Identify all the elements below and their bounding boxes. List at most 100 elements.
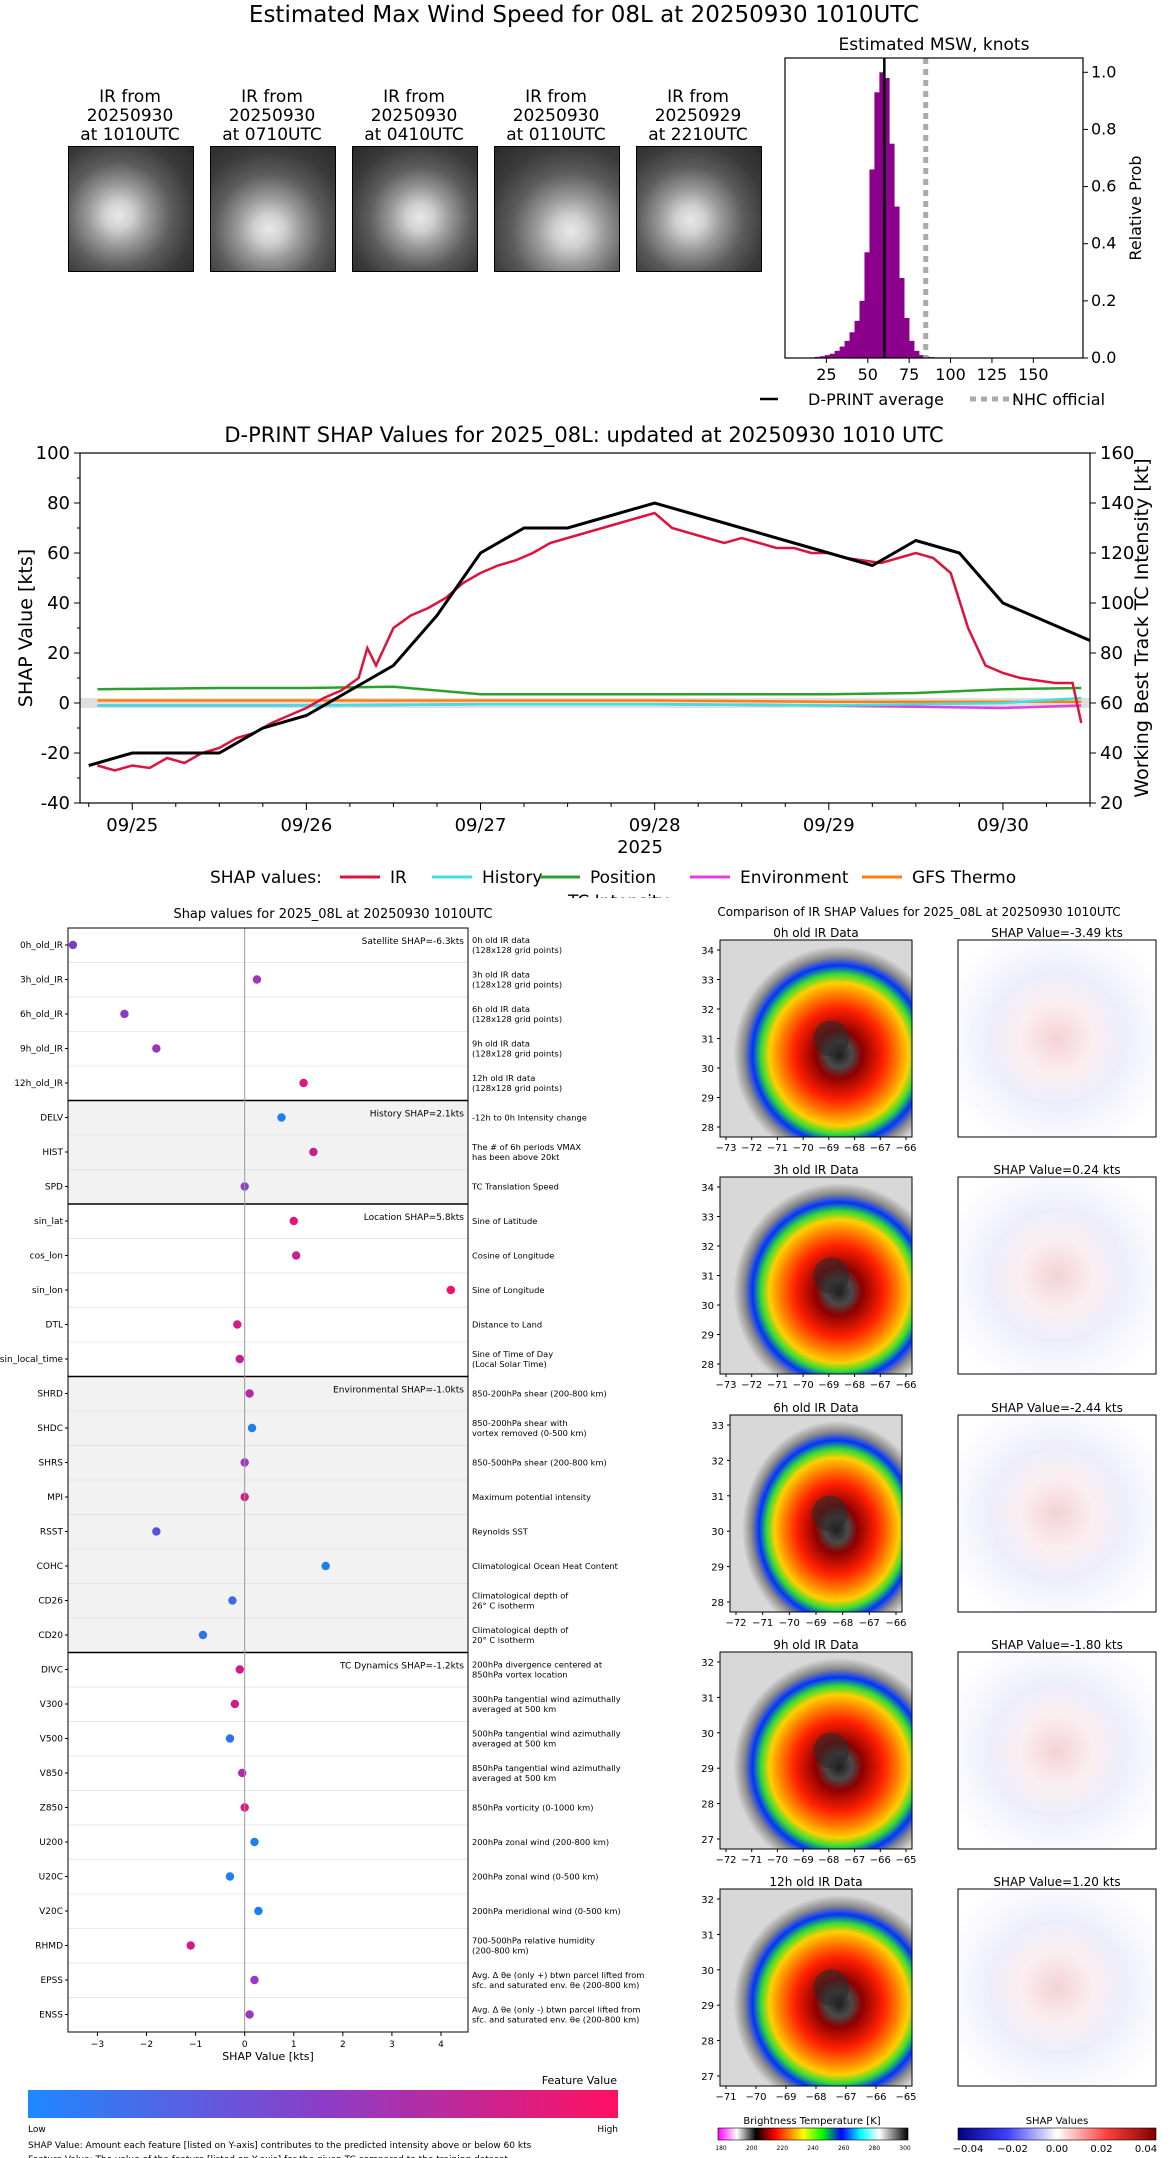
shap-feature-dot — [321, 1561, 330, 1571]
ir-thumbnail-image — [68, 146, 194, 272]
msw-histogram-bar — [864, 252, 870, 358]
timeseries-legend-label: TC Intensity — [567, 892, 669, 898]
ir-y-tick-label: 30 — [701, 1966, 714, 1977]
shap-colorbar-high-label: High — [597, 2125, 618, 2135]
ir-image-frame — [719, 1651, 913, 1850]
shap-feature-description: 850hPa tangential wind azimuthally — [472, 1763, 621, 1773]
shap-feature-description: has been above 20kt — [472, 1152, 560, 1162]
ir-thumbnail-label: IR from 20250930 at 0110UTC — [481, 88, 631, 145]
ir-storm-core — [813, 1732, 850, 1769]
bt-colorbar-tick-label: 180 — [715, 2145, 727, 2152]
shap-feature-name: DTL — [46, 1321, 63, 1331]
shap-feature-name: sin_local_time — [0, 1355, 63, 1365]
msw-histogram-bar — [839, 346, 845, 358]
shap-feature-name: V300 — [40, 1700, 64, 1710]
msw-histogram-bar — [869, 169, 875, 358]
timeseries-y2-axis-label: Working Best Track TC Intensity [kt] — [1131, 458, 1153, 797]
shap-feature-name: COHC — [37, 1562, 63, 1572]
ir-thumbnail-label-line: 20250930 — [512, 106, 600, 126]
timeseries-y-tick-label: 80 — [47, 493, 70, 514]
ir-x-tick-label: −72 — [715, 1855, 736, 1866]
ir-y-tick-label: 29 — [701, 2001, 714, 2012]
shap-image — [958, 1889, 1156, 2086]
ir-x-tick-label: −70 — [779, 1618, 800, 1629]
shap-feature-dot — [289, 1216, 298, 1226]
shap-feature-dot — [230, 1699, 240, 1709]
shap-image-frame — [957, 939, 1157, 1138]
timeseries-x-tick-label: 09/28 — [629, 815, 681, 836]
ir-x-tick-label: −72 — [741, 1143, 762, 1154]
ir-thumbnail-label-line: 20250930 — [370, 106, 458, 126]
shap-feature-description: 300hPa tangential wind azimuthally — [472, 1694, 621, 1704]
ir-thumbnail-label-line: 20250930 — [228, 106, 316, 126]
shap-feature-dot — [292, 1251, 301, 1260]
timeseries-legend-label: IR — [390, 868, 407, 888]
ir-x-tick-label: −68 — [805, 2092, 826, 2103]
shap-feature-description: averaged at 500 km — [472, 1739, 556, 1749]
shap-feature-name: 6h_old_IR — [20, 1010, 63, 1020]
ir-x-tick-label: −68 — [844, 1380, 865, 1391]
shap-feature-name: V500 — [40, 1735, 64, 1745]
msw-histogram-bar — [844, 340, 850, 358]
shap-feature-description: Sine of Latitude — [472, 1216, 537, 1226]
ir-x-tick-label: −66 — [895, 1143, 916, 1154]
shap-feature-dot — [245, 1389, 254, 1398]
shap-feature-name: RSST — [40, 1528, 64, 1538]
ir-x-tick-label: −71 — [767, 1143, 788, 1154]
shap-colorbar-tick-label: 0.04 — [1135, 2144, 1157, 2155]
shap-feature-description: sfc. and saturated env. θe (200-800 km) — [472, 2015, 639, 2025]
timeseries-y2-tick-label: 20 — [1100, 793, 1123, 814]
ir-x-tick-label: −70 — [793, 1143, 814, 1154]
shap-feature-dot — [235, 1354, 244, 1364]
timeseries-x-tick-label: 09/27 — [455, 815, 507, 836]
shap-feature-name: cos_lon — [30, 1252, 63, 1262]
shap-feature-name: 3h_old_IR — [20, 976, 63, 986]
shap-colorbar-title: Feature Value — [542, 2074, 618, 2087]
bt-colorbar-tick-label: 280 — [869, 2145, 881, 2152]
shap-feature-name: V20C — [39, 1907, 63, 1917]
shap-feature-dot — [254, 1906, 263, 1916]
ir-y-tick-label: 33 — [701, 1213, 714, 1224]
ir-x-tick-label: −66 — [895, 1380, 916, 1391]
shap-feature-description: 850-200hPa shear (200-800 km) — [472, 1389, 607, 1399]
shap-x-tick-label: 0 — [242, 2040, 248, 2050]
timeseries-line-tc-intensity — [88, 501, 1091, 767]
shap-x-tick-label: −2 — [140, 2040, 153, 2050]
msw-histogram-bar — [914, 350, 920, 358]
shap-footnote: Feature Value: The value of the feature … — [28, 2155, 508, 2158]
msw-y-tick-label: 0.4 — [1091, 234, 1116, 253]
shap-group-shade — [68, 1100, 468, 1204]
ir-y-tick-label: 31 — [701, 1272, 714, 1283]
shap-image-title: SHAP Value=-1.80 kts — [991, 1638, 1123, 1652]
msw-x-tick-label: 25 — [816, 365, 836, 384]
shap-feature-description: 200hPa divergence centered at — [472, 1660, 603, 1670]
ir-thumbnail-label-line: IR from — [383, 87, 445, 107]
shap-feature-description: (128x128 grid points) — [472, 945, 562, 955]
timeseries-line-history — [97, 696, 1082, 707]
ir-x-tick-label: −69 — [818, 1143, 839, 1154]
ir-x-tick-label: −73 — [715, 1380, 736, 1391]
ir-x-tick-label: −71 — [715, 2092, 736, 2103]
shap-feature-name: SHRD — [37, 1390, 63, 1400]
shap-feature-description: (200-800 km) — [472, 1946, 529, 1956]
ir-y-tick-label: 34 — [701, 1183, 714, 1194]
timeseries-y2-tick-label: 40 — [1100, 743, 1123, 764]
timeseries-line-gfs-thermo — [97, 699, 1082, 703]
ir-x-tick-label: −67 — [870, 1380, 891, 1391]
shap-feature-description: 850hPa vorticity (0-1000 km) — [472, 1803, 593, 1813]
shap-group-label: Environmental SHAP=-1.0kts — [333, 1386, 464, 1396]
shap-feature-name: EPSS — [40, 1976, 63, 1986]
shap-feature-description: The # of 6h periods VMAX — [471, 1142, 581, 1152]
shap-feature-dot — [233, 1320, 242, 1329]
shap-feature-description: 850-500hPa shear (200-800 km) — [472, 1458, 607, 1468]
shap-feature-dot — [225, 1872, 235, 1881]
timeseries-y2-tick-label: 60 — [1100, 693, 1123, 714]
shap-feature-dot — [235, 1665, 244, 1674]
ir-image-title: 3h old IR Data — [773, 1163, 859, 1177]
shap-feature-description: averaged at 500 km — [472, 1773, 556, 1783]
shap-chart-title: Shap values for 2025_08L at 20250930 101… — [173, 907, 492, 922]
msw-histogram-bar — [829, 353, 835, 358]
msw-x-tick-label: 150 — [1018, 365, 1049, 384]
ir-x-tick-label: −66 — [870, 1855, 891, 1866]
shap-image — [958, 940, 1156, 1137]
